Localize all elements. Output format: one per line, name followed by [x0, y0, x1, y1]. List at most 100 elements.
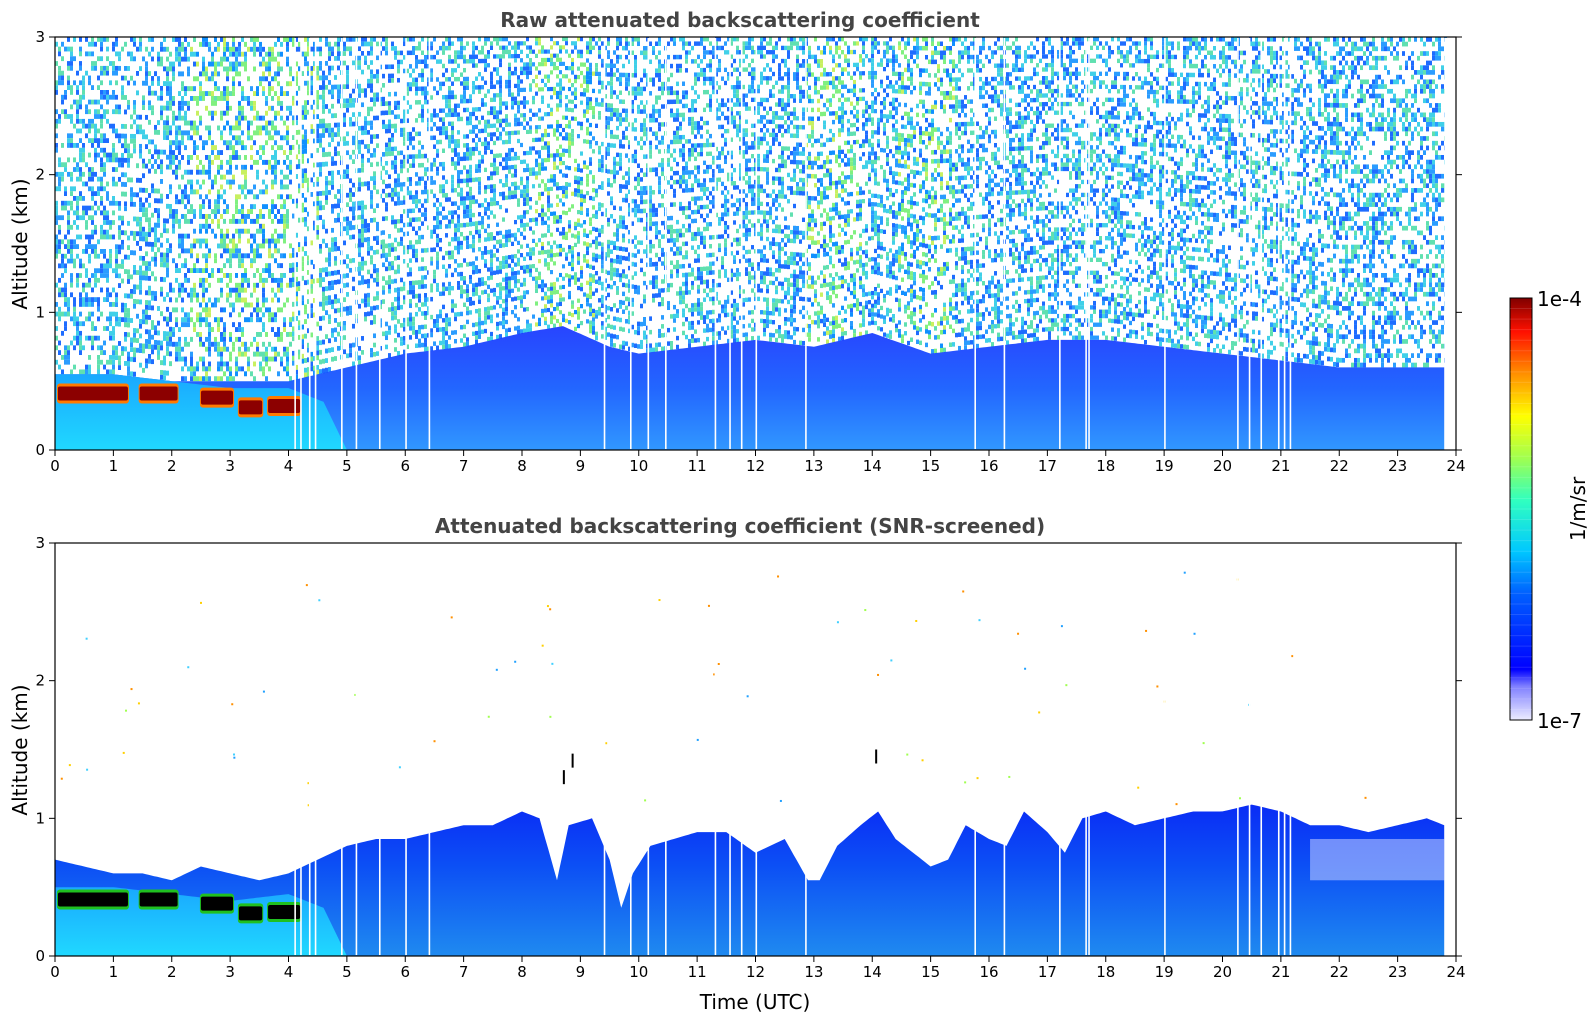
noise-cell: [388, 284, 391, 289]
noise-cell: [250, 302, 253, 308]
noise-cell: [61, 80, 64, 86]
noise-cell: [529, 117, 532, 122]
noise-cell: [280, 41, 283, 47]
noise-cell: [127, 220, 130, 226]
noise-cell: [295, 374, 298, 380]
noise-cell: [181, 155, 184, 160]
noise-cell: [115, 200, 118, 206]
noise-cell: [493, 201, 496, 206]
noise-cell: [406, 190, 409, 196]
noise-cell: [493, 197, 496, 202]
noise-cell: [424, 346, 427, 352]
noise-cell: [88, 80, 91, 86]
noise-cell: [412, 208, 415, 213]
noise-cell: [94, 249, 97, 254]
noise-cell: [253, 140, 256, 146]
noise-cell: [358, 214, 361, 220]
noise-cell: [403, 245, 406, 250]
noise-cell: [298, 310, 301, 316]
noise-cell: [241, 130, 244, 136]
noise-cell: [529, 167, 532, 172]
noise-cell: [187, 86, 190, 92]
noise-cell: [241, 184, 244, 190]
noise-cell: [286, 140, 289, 146]
noise-cell: [349, 343, 352, 349]
noise-cell: [475, 63, 478, 68]
noise-cell: [406, 136, 409, 142]
noise-cell: [184, 263, 187, 269]
noise-cell: [190, 179, 193, 185]
noise-cell: [496, 334, 499, 340]
noise-cell: [550, 311, 553, 316]
noise-cell: [112, 167, 115, 172]
noise-cell: [352, 206, 355, 212]
noise-cell: [331, 204, 334, 209]
noise-cell: [478, 334, 481, 339]
noise-cell: [211, 61, 214, 67]
noise-cell: [208, 322, 211, 328]
noise-cell: [130, 133, 133, 139]
noise-cell: [451, 139, 454, 144]
noise-cell: [451, 148, 454, 153]
noise-cell: [469, 151, 472, 156]
noise-cell: [403, 118, 406, 124]
noise-cell: [424, 315, 427, 320]
noise-cell: [502, 118, 505, 123]
noise-cell: [175, 145, 178, 151]
noise-cell: [181, 115, 184, 121]
noise-cell: [139, 270, 142, 276]
noise-cell: [277, 130, 280, 136]
noise-cell: [229, 145, 232, 151]
noise-cell: [409, 50, 412, 56]
noise-cell: [328, 51, 331, 57]
noise-cell: [541, 279, 544, 284]
noise-cell: [154, 242, 157, 248]
noise-cell: [100, 359, 103, 365]
noise-cell: [82, 94, 85, 100]
noise-cell: [301, 134, 304, 140]
noise-cell: [58, 306, 61, 312]
noise-cell: [418, 176, 421, 182]
noise-cell: [271, 209, 274, 214]
noise-cell: [505, 242, 508, 247]
noise-cell: [238, 140, 241, 146]
noise-cell: [547, 287, 550, 292]
noise-cell: [358, 360, 361, 365]
noise-cell: [121, 152, 124, 158]
noise-cell: [58, 340, 61, 346]
noise-cell: [445, 326, 448, 332]
noise-cell: [115, 157, 118, 163]
noise-cell: [193, 322, 196, 328]
noise-cell: [298, 149, 301, 155]
noise-cell: [451, 72, 454, 78]
noise-cell: [529, 205, 532, 210]
noise-cell: [94, 335, 97, 341]
noise-cell: [412, 68, 415, 74]
noise-cell: [547, 295, 550, 300]
noise-cell: [151, 183, 154, 189]
noise-cell: [406, 154, 409, 160]
noise-cell: [442, 340, 445, 345]
noise-cell: [319, 51, 322, 57]
noise-cell: [130, 37, 133, 42]
noise-cell: [91, 37, 94, 42]
noise-cell: [283, 91, 286, 96]
noise-cell: [103, 152, 106, 158]
noise-cell: [199, 194, 202, 200]
noise-cell: [244, 179, 247, 185]
noise-cell: [64, 292, 67, 298]
noise-cell: [187, 312, 190, 318]
noise-cell: [265, 268, 268, 273]
noise-cell: [55, 80, 58, 86]
noise-cell: [331, 94, 334, 100]
noise-cell: [181, 189, 184, 195]
noise-cell: [277, 194, 280, 200]
noise-cell: [322, 70, 325, 76]
noise-cell: [88, 234, 91, 240]
noise-cell: [79, 104, 82, 110]
noise-cell: [409, 136, 412, 141]
noise-cell: [505, 229, 508, 235]
noise-cell: [316, 225, 319, 230]
noise-cell: [196, 332, 199, 337]
noise-cell: [82, 157, 85, 163]
